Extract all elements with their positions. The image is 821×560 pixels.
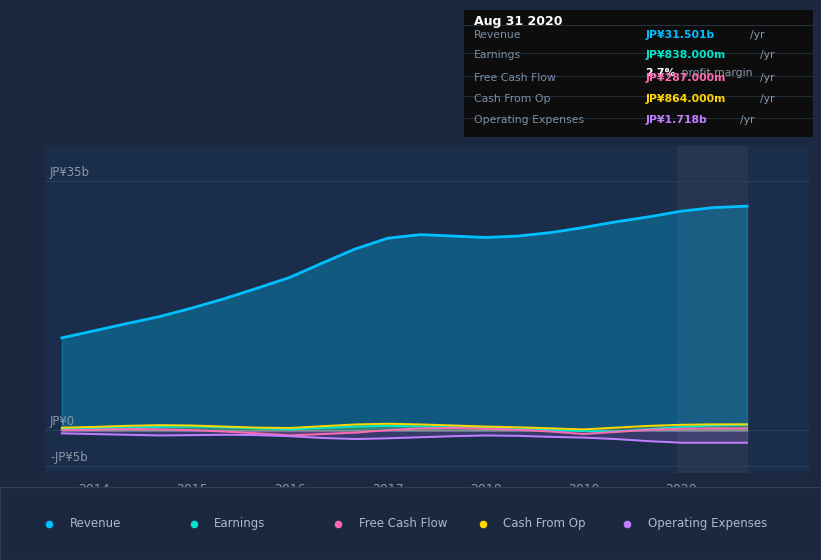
- Text: Cash From Op: Cash From Op: [503, 517, 585, 530]
- Text: Revenue: Revenue: [70, 517, 122, 530]
- Text: profit margin: profit margin: [678, 68, 753, 78]
- Text: JP¥864.000m: JP¥864.000m: [645, 94, 726, 104]
- Text: Earnings: Earnings: [475, 50, 521, 60]
- Text: Earnings: Earnings: [214, 517, 266, 530]
- Text: Free Cash Flow: Free Cash Flow: [359, 517, 447, 530]
- Text: Operating Expenses: Operating Expenses: [475, 115, 585, 125]
- Text: Revenue: Revenue: [475, 30, 522, 40]
- Text: JP¥31.501b: JP¥31.501b: [645, 30, 714, 40]
- Text: /yr: /yr: [741, 115, 754, 125]
- Text: Operating Expenses: Operating Expenses: [648, 517, 767, 530]
- Text: /yr: /yr: [759, 73, 774, 83]
- Text: Aug 31 2020: Aug 31 2020: [475, 15, 563, 27]
- Text: JP¥1.718b: JP¥1.718b: [645, 115, 707, 125]
- Text: /yr: /yr: [759, 94, 774, 104]
- Text: /yr: /yr: [759, 50, 774, 60]
- Text: JP¥838.000m: JP¥838.000m: [645, 50, 726, 60]
- Text: 2.7%: 2.7%: [645, 68, 676, 78]
- Text: Free Cash Flow: Free Cash Flow: [475, 73, 556, 83]
- Text: -JP¥5b: -JP¥5b: [50, 451, 88, 464]
- Text: JP¥0: JP¥0: [50, 416, 76, 428]
- Text: /yr: /yr: [750, 30, 764, 40]
- Text: JP¥287.000m: JP¥287.000m: [645, 73, 726, 83]
- Text: Cash From Op: Cash From Op: [475, 94, 551, 104]
- Bar: [677, 146, 747, 473]
- Text: JP¥35b: JP¥35b: [50, 166, 90, 179]
